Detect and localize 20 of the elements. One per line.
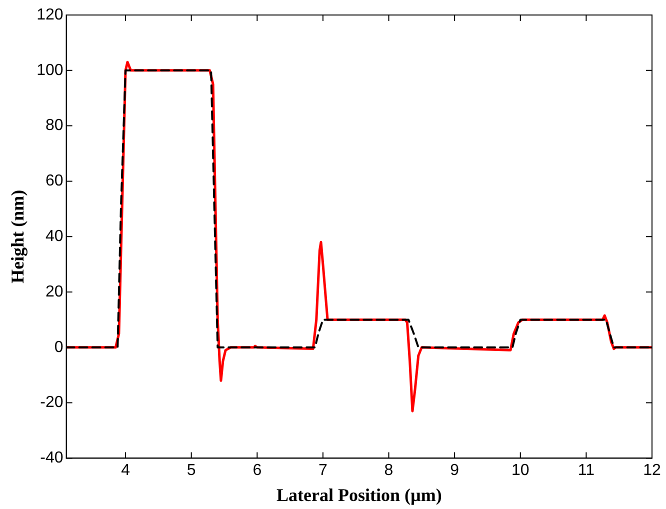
y-tick-label: 100	[36, 62, 64, 79]
x-tick-label: 9	[450, 462, 460, 480]
y-tick-label: 20	[46, 283, 64, 300]
x-tick-label: 11	[578, 462, 595, 480]
y-tick-label: 40	[46, 228, 64, 246]
x-tick-label: 10	[511, 462, 530, 480]
y-tick-label: 120	[36, 6, 64, 24]
x-tick-label: 7	[318, 462, 328, 480]
x-tick-label: 6	[252, 462, 262, 480]
y-axis-title: Height (nm)	[7, 190, 28, 284]
y-tick-label: 60	[46, 172, 64, 190]
x-tick-label: 12	[643, 462, 661, 480]
x-tick-label: 4	[121, 462, 130, 480]
y-tick-label: -20	[40, 394, 64, 412]
x-tick-label: 8	[384, 462, 394, 480]
y-tick-label: 80	[46, 117, 64, 134]
y-tick-label: -40	[40, 450, 64, 467]
x-axis-title: Lateral Position (µm)	[276, 484, 442, 505]
x-tick-label: 5	[186, 462, 196, 480]
y-tick-label: 0	[54, 338, 64, 356]
